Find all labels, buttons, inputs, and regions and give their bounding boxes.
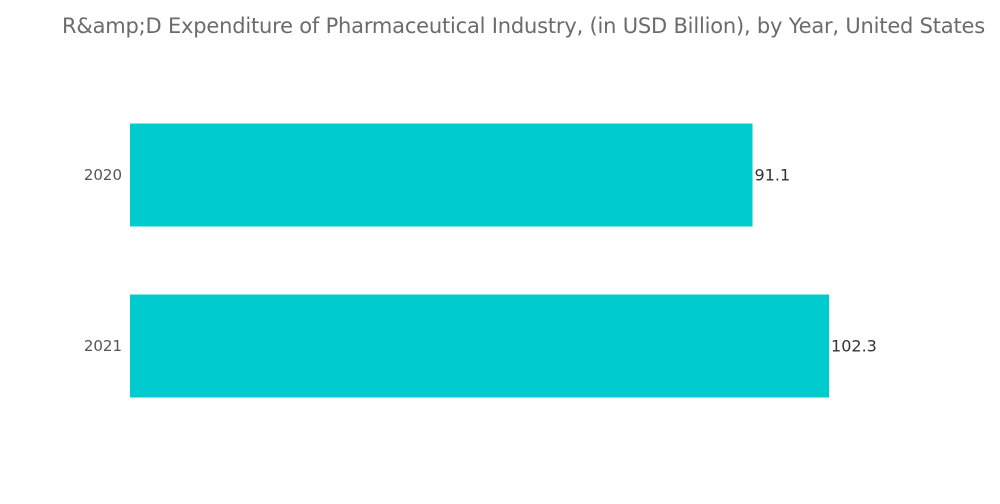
chart-title: R&amp;D Expenditure of Pharmaceutical In…: [62, 14, 985, 38]
bars-group: 2020 91.1 2021 102.3: [84, 123, 877, 398]
bar-2020: [130, 123, 753, 227]
category-label-2021: 2021: [84, 337, 122, 355]
value-label-2021: 102.3: [831, 337, 877, 356]
value-label-2020: 91.1: [755, 166, 791, 185]
category-label-2020: 2020: [84, 166, 122, 184]
bar-2021: [130, 294, 830, 398]
